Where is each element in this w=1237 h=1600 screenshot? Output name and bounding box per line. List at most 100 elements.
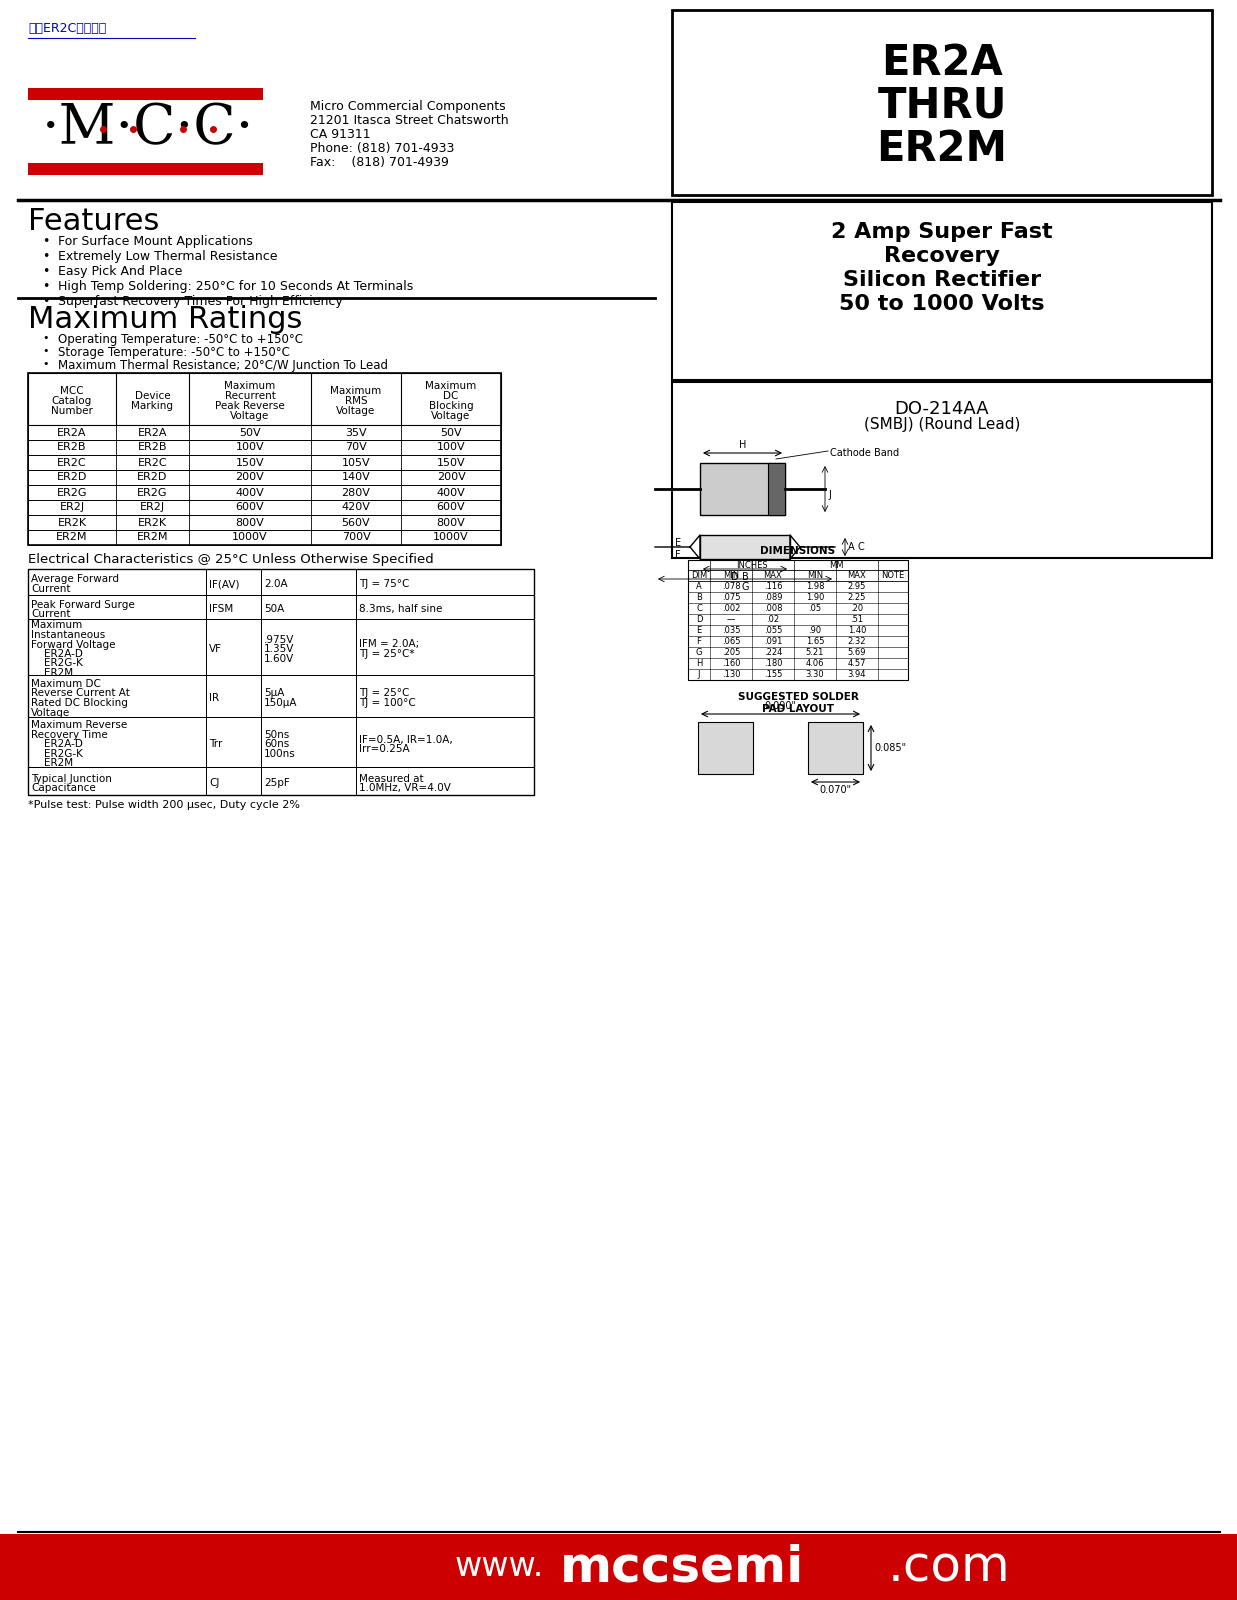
Text: VF: VF [209, 645, 221, 654]
Text: Maximum DC: Maximum DC [31, 678, 101, 690]
Text: 3.30: 3.30 [805, 670, 824, 678]
Text: .091: .091 [763, 637, 782, 646]
Text: ER2B: ER2B [137, 443, 167, 453]
Bar [28, 499, 501, 515]
Text: 1.60V: 1.60V [263, 654, 294, 664]
Text: 1000V: 1000V [233, 533, 268, 542]
Text: 50V: 50V [239, 427, 261, 437]
Text: .008: .008 [763, 603, 782, 613]
Text: ER2G: ER2G [57, 488, 88, 498]
Text: .078: .078 [721, 582, 740, 590]
Text: 420V: 420V [341, 502, 370, 512]
Text: Features: Features [28, 206, 160, 235]
Text: •: • [42, 280, 49, 293]
Bar [28, 373, 501, 426]
Text: Maximum Ratings: Maximum Ratings [28, 306, 302, 334]
Text: ER2G: ER2G [137, 488, 168, 498]
Text: Peak Reverse: Peak Reverse [215, 402, 285, 411]
Text: C: C [696, 603, 701, 613]
Text: High Temp Soldering: 250°C for 10 Seconds At Terminals: High Temp Soldering: 250°C for 10 Second… [58, 280, 413, 293]
Text: .com: .com [888, 1542, 1011, 1590]
Text: .02: .02 [767, 614, 779, 624]
Text: F: F [696, 637, 701, 646]
Bar [28, 675, 534, 717]
Text: .155: .155 [763, 670, 782, 678]
Text: •: • [42, 235, 49, 248]
Text: Catalog: Catalog [52, 395, 92, 406]
Text: 150μA: 150μA [263, 698, 298, 707]
Bar [28, 515, 501, 530]
Text: mccsemi: mccsemi [560, 1542, 804, 1590]
Text: 0.070": 0.070" [819, 786, 851, 795]
Text: Voltage: Voltage [230, 411, 270, 421]
Bar [28, 570, 534, 595]
Text: MIN: MIN [807, 571, 823, 579]
Text: ·M·C·C·: ·M·C·C· [42, 102, 254, 157]
Text: ER2K: ER2K [57, 517, 87, 528]
Text: •: • [42, 333, 48, 342]
Text: RMS: RMS [345, 395, 367, 406]
Text: .089: .089 [763, 594, 782, 602]
Text: Phone: (818) 701-4933: Phone: (818) 701-4933 [310, 142, 454, 155]
Text: Number: Number [51, 406, 93, 416]
Text: D: D [695, 614, 703, 624]
Bar [28, 530, 501, 546]
Bar [28, 717, 534, 766]
Text: .075: .075 [721, 594, 740, 602]
Text: 2.0A: 2.0A [263, 579, 288, 589]
Text: .160: .160 [721, 659, 740, 669]
Text: •: • [42, 358, 48, 370]
Text: INCHES: INCHES [736, 560, 768, 570]
Bar [28, 595, 534, 619]
Text: .180: .180 [763, 659, 782, 669]
Text: 1.35V: 1.35V [263, 645, 294, 654]
Text: Device: Device [135, 390, 171, 402]
Bar [808, 722, 863, 774]
Text: .035: .035 [721, 626, 740, 635]
Text: Trr: Trr [209, 739, 223, 749]
Bar [28, 619, 534, 675]
Text: Voltage: Voltage [432, 411, 470, 421]
Text: Superfast Recovery Times For High Efficiency: Superfast Recovery Times For High Effici… [58, 294, 343, 307]
Text: 1.90: 1.90 [805, 594, 824, 602]
Text: Capacitance: Capacitance [31, 782, 95, 794]
Text: Reverse Current At: Reverse Current At [31, 688, 130, 699]
Text: 50ns: 50ns [263, 730, 289, 739]
Text: Recurrent: Recurrent [225, 390, 276, 402]
Text: DC: DC [443, 390, 459, 402]
Bar [28, 570, 534, 795]
Text: Irr=0.25A: Irr=0.25A [359, 744, 409, 754]
Text: *Pulse test: Pulse width 200 μsec, Duty cycle 2%: *Pulse test: Pulse width 200 μsec, Duty … [28, 800, 301, 810]
Text: 280V: 280V [341, 488, 370, 498]
Text: .51: .51 [851, 614, 863, 624]
Bar [672, 10, 1212, 195]
Text: 21201 Itasca Street Chatsworth: 21201 Itasca Street Chatsworth [310, 114, 508, 126]
Text: ER2D: ER2D [137, 472, 168, 483]
Text: .055: .055 [763, 626, 782, 635]
Text: Forward Voltage: Forward Voltage [31, 640, 115, 650]
Text: 100ns: 100ns [263, 749, 296, 758]
Text: Voltage: Voltage [336, 406, 376, 416]
Text: 400V: 400V [437, 488, 465, 498]
Text: 0.090": 0.090" [764, 701, 797, 710]
Text: E: E [696, 626, 701, 635]
Text: 25pF: 25pF [263, 778, 289, 789]
Text: Easy Pick And Place: Easy Pick And Place [58, 266, 182, 278]
Text: D: D [731, 573, 738, 582]
Text: Storage Temperature: -50°C to +150°C: Storage Temperature: -50°C to +150°C [58, 346, 289, 358]
Text: .205: .205 [722, 648, 740, 658]
Text: ER2A: ER2A [137, 427, 167, 437]
Text: 50A: 50A [263, 605, 285, 614]
Text: ER2K: ER2K [139, 517, 167, 528]
Text: ER2G-K: ER2G-K [31, 749, 83, 758]
Text: MIN: MIN [722, 571, 738, 579]
Bar [698, 722, 753, 774]
Text: DIMENSIONS: DIMENSIONS [761, 546, 835, 557]
Text: 140V: 140V [341, 472, 370, 483]
Text: 1000V: 1000V [433, 533, 469, 542]
Text: 《《ER2C》》系列: 《《ER2C》》系列 [28, 22, 106, 35]
Bar [688, 560, 908, 680]
Bar [28, 454, 501, 470]
Text: ER2D: ER2D [57, 472, 87, 483]
Text: TJ = 25°C*: TJ = 25°C* [359, 650, 414, 659]
